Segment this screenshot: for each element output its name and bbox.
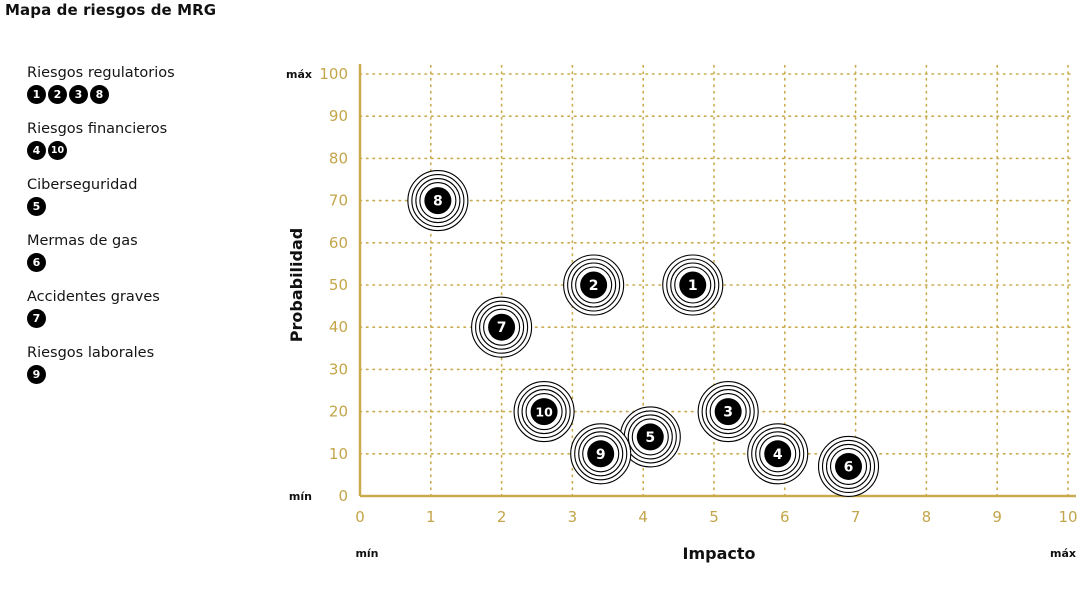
marker-label: 5 xyxy=(645,430,655,446)
x-tick-label: 1 xyxy=(426,508,436,526)
risk-marker-6: 6 xyxy=(817,435,880,498)
risk-marker-10: 10 xyxy=(513,381,575,443)
risk-marker-8: 8 xyxy=(407,170,469,232)
marker-dot xyxy=(580,271,608,299)
marker-dot xyxy=(587,440,615,468)
risk-marker-2: 2 xyxy=(563,254,625,316)
legend-label: Riesgos financieros xyxy=(27,121,168,137)
legend-group: Riesgos laborales 9 xyxy=(27,344,257,384)
x-tick-label: 2 xyxy=(497,508,507,526)
x-tick-label: 6 xyxy=(780,508,790,526)
legend-badge: 4 xyxy=(27,141,46,160)
y-tick-label: 10 xyxy=(329,445,348,463)
x-axis-label: Impacto xyxy=(683,544,756,563)
x-tick-label: 3 xyxy=(568,508,578,526)
y-tick-label: 90 xyxy=(329,107,348,125)
y-tick-label: 60 xyxy=(329,234,348,252)
legend-badge: 7 xyxy=(27,309,46,328)
x-tick-label: 10 xyxy=(1058,508,1077,526)
legend-badge: 1 xyxy=(27,85,46,104)
marker-label: 10 xyxy=(535,405,553,420)
x-max-word: máx xyxy=(1050,547,1076,560)
marker-label: 7 xyxy=(497,320,507,336)
marker-label: 6 xyxy=(844,459,854,475)
x-tick-label: 4 xyxy=(638,508,648,526)
legend-group: Riesgos regulatorios 1 2 3 8 xyxy=(27,64,257,104)
marker-label: 9 xyxy=(596,447,606,463)
y-tick-label: 0 xyxy=(338,487,348,505)
legend-badge: 6 xyxy=(27,253,46,272)
marker-label: 3 xyxy=(723,405,733,421)
marker-dot xyxy=(835,452,863,480)
y-tick-label: 20 xyxy=(329,403,348,421)
x-tick-label: 0 xyxy=(355,508,365,526)
y-axis-label: Probabilidad xyxy=(287,228,306,342)
legend-badge: 8 xyxy=(90,85,109,104)
legend-badges: 9 xyxy=(27,365,257,384)
marker-dot xyxy=(714,398,742,426)
marker-dot xyxy=(764,440,792,468)
marker-dot xyxy=(679,271,707,299)
legend-label: Riesgos laborales xyxy=(27,345,155,361)
x-tick-label: 9 xyxy=(992,508,1002,526)
risk-marker-3: 3 xyxy=(697,381,759,443)
legend-badges: 4 10 xyxy=(27,141,257,160)
marker-dot xyxy=(488,313,516,341)
marker-dot xyxy=(530,398,558,426)
legend-badge: 3 xyxy=(69,85,88,104)
y-tick-label: 100 xyxy=(319,65,348,83)
legend-badges: 7 xyxy=(27,309,257,328)
legend-label: Mermas de gas xyxy=(27,233,138,249)
legend: Riesgos regulatorios 1 2 3 8 Riesgos financie… xyxy=(27,64,257,400)
y-tick-label: 40 xyxy=(329,318,348,336)
marker-label: 2 xyxy=(589,278,599,294)
chart-title: Mapa de riesgos de MRG xyxy=(5,1,217,19)
x-tick-label: 8 xyxy=(922,508,932,526)
legend-group: Mermas de gas 6 xyxy=(27,232,257,272)
y-tick-label: 80 xyxy=(329,149,348,167)
legend-group: Ciberseguridad 5 xyxy=(27,176,257,216)
legend-group: Riesgos financieros 4 10 xyxy=(27,120,257,160)
risk-marker-7: 7 xyxy=(471,296,533,358)
risk-marker-1: 1 xyxy=(662,254,724,316)
marker-dot xyxy=(636,423,664,451)
marker-label: 1 xyxy=(688,278,698,294)
y-tick-label: 50 xyxy=(329,276,348,294)
risk-marker-9: 9 xyxy=(570,423,632,485)
legend-badge: 10 xyxy=(48,141,67,160)
x-min-word: mín xyxy=(355,547,378,560)
legend-badge: 9 xyxy=(27,365,46,384)
x-tick-label: 5 xyxy=(709,508,719,526)
legend-badge: 5 xyxy=(27,197,46,216)
marker-label: 8 xyxy=(433,194,443,210)
y-max-word: máx xyxy=(286,68,312,81)
y-min-word: mín xyxy=(289,490,312,503)
legend-label: Accidentes graves xyxy=(27,289,160,305)
y-tick-label: 30 xyxy=(329,360,348,378)
y-tick-label: 70 xyxy=(329,192,348,210)
x-tick-label: 7 xyxy=(851,508,861,526)
legend-label: Ciberseguridad xyxy=(27,177,138,193)
legend-badge: 2 xyxy=(48,85,67,104)
legend-group: Accidentes graves 7 xyxy=(27,288,257,328)
legend-label: Riesgos regulatorios xyxy=(27,65,175,81)
legend-badges: 6 xyxy=(27,253,257,272)
marker-label: 4 xyxy=(773,447,783,463)
legend-badges: 5 xyxy=(27,197,257,216)
marker-dot xyxy=(424,187,452,215)
risk-marker-4: 4 xyxy=(747,423,809,485)
